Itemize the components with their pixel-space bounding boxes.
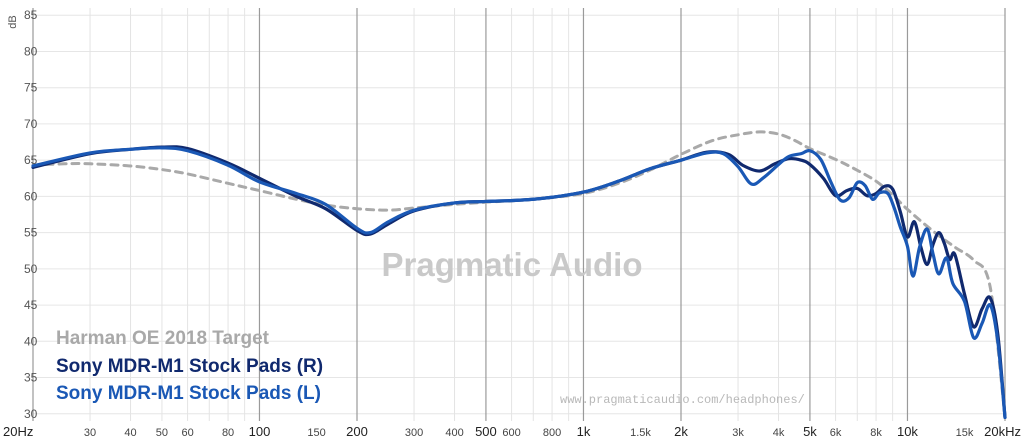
x-axis-tick-labels: 20Hz 30 40 50 60 80 100 150 200 300 400 500 600 800 1k… [3,424,1021,439]
legend-entry-harman-target: Harman OE 2018 Target [56,328,270,349]
x-tick-label-50: 50 [156,427,168,439]
y-tick-label-30: 30 [24,407,38,421]
x-tick-label-20kHz: 20kHz [984,424,1021,439]
y-tick-label-85: 85 [24,8,38,22]
source-url: www.pragmaticaudio.com/headphones/ [560,393,805,407]
y-tick-label-60: 60 [24,189,38,203]
x-tick-label-5k: 5k [803,424,817,439]
x-tick-label-10k: 10k [897,424,918,439]
y-tick-label-80: 80 [24,44,38,58]
y-tick-label-35: 35 [24,371,38,385]
legend-entry-sony-left: Sony MDR-M1 Stock Pads (L) [56,383,321,404]
x-tick-label-150: 150 [307,427,325,439]
x-tick-label-30: 30 [84,427,96,439]
y-tick-label-40: 40 [24,334,38,348]
x-tick-label-80: 80 [222,427,234,439]
x-tick-label-1k: 1k [577,424,591,439]
y-tick-label-65: 65 [24,153,38,167]
y-gridlines [33,14,1005,415]
x-tick-label-1.5k: 1.5k [630,427,651,439]
y-tick-label-45: 45 [24,298,38,312]
x-tick-label-6k: 6k [830,427,842,439]
x-tick-label-4k: 4k [773,427,785,439]
sony-right-line [31,145,1007,419]
legend-entry-sony-right: Sony MDR-M1 Stock Pads (R) [56,356,323,377]
y-tick-label-50: 50 [24,262,38,276]
x-tick-label-8k: 8k [870,427,882,439]
x-tick-label-500: 500 [475,424,497,439]
y-tick-label-70: 70 [24,117,38,131]
x-tick-label-15k: 15k [956,427,974,439]
x-tick-label-20Hz: 20Hz [3,424,33,439]
x-tick-label-800: 800 [543,427,561,439]
x-tick-label-3k: 3k [732,427,744,439]
y-axis-tick-labels: 30 35 40 45 50 55 60 65 70 75 80 85 [24,8,38,421]
x-tick-label-40: 40 [124,427,136,439]
x-tick-label-60: 60 [181,427,193,439]
y-tick-label-55: 55 [24,226,38,240]
x-gridlines [32,8,1006,421]
series-layer [31,130,1007,419]
sony-left-line [31,146,1007,419]
x-tick-label-400: 400 [445,427,463,439]
x-tick-label-600: 600 [502,427,520,439]
y-axis-unit-label: dB [7,15,19,28]
x-tick-label-200: 200 [346,424,368,439]
watermark: Pragmatic Audio [382,246,643,283]
x-tick-label-300: 300 [405,427,423,439]
legend: Harman OE 2018 Target Sony MDR-M1 Stock … [56,328,323,404]
x-tick-label-2k: 2k [674,424,688,439]
y-tick-label-75: 75 [24,81,38,95]
x-tick-label-100: 100 [249,424,271,439]
harman-target-line [31,130,1007,419]
